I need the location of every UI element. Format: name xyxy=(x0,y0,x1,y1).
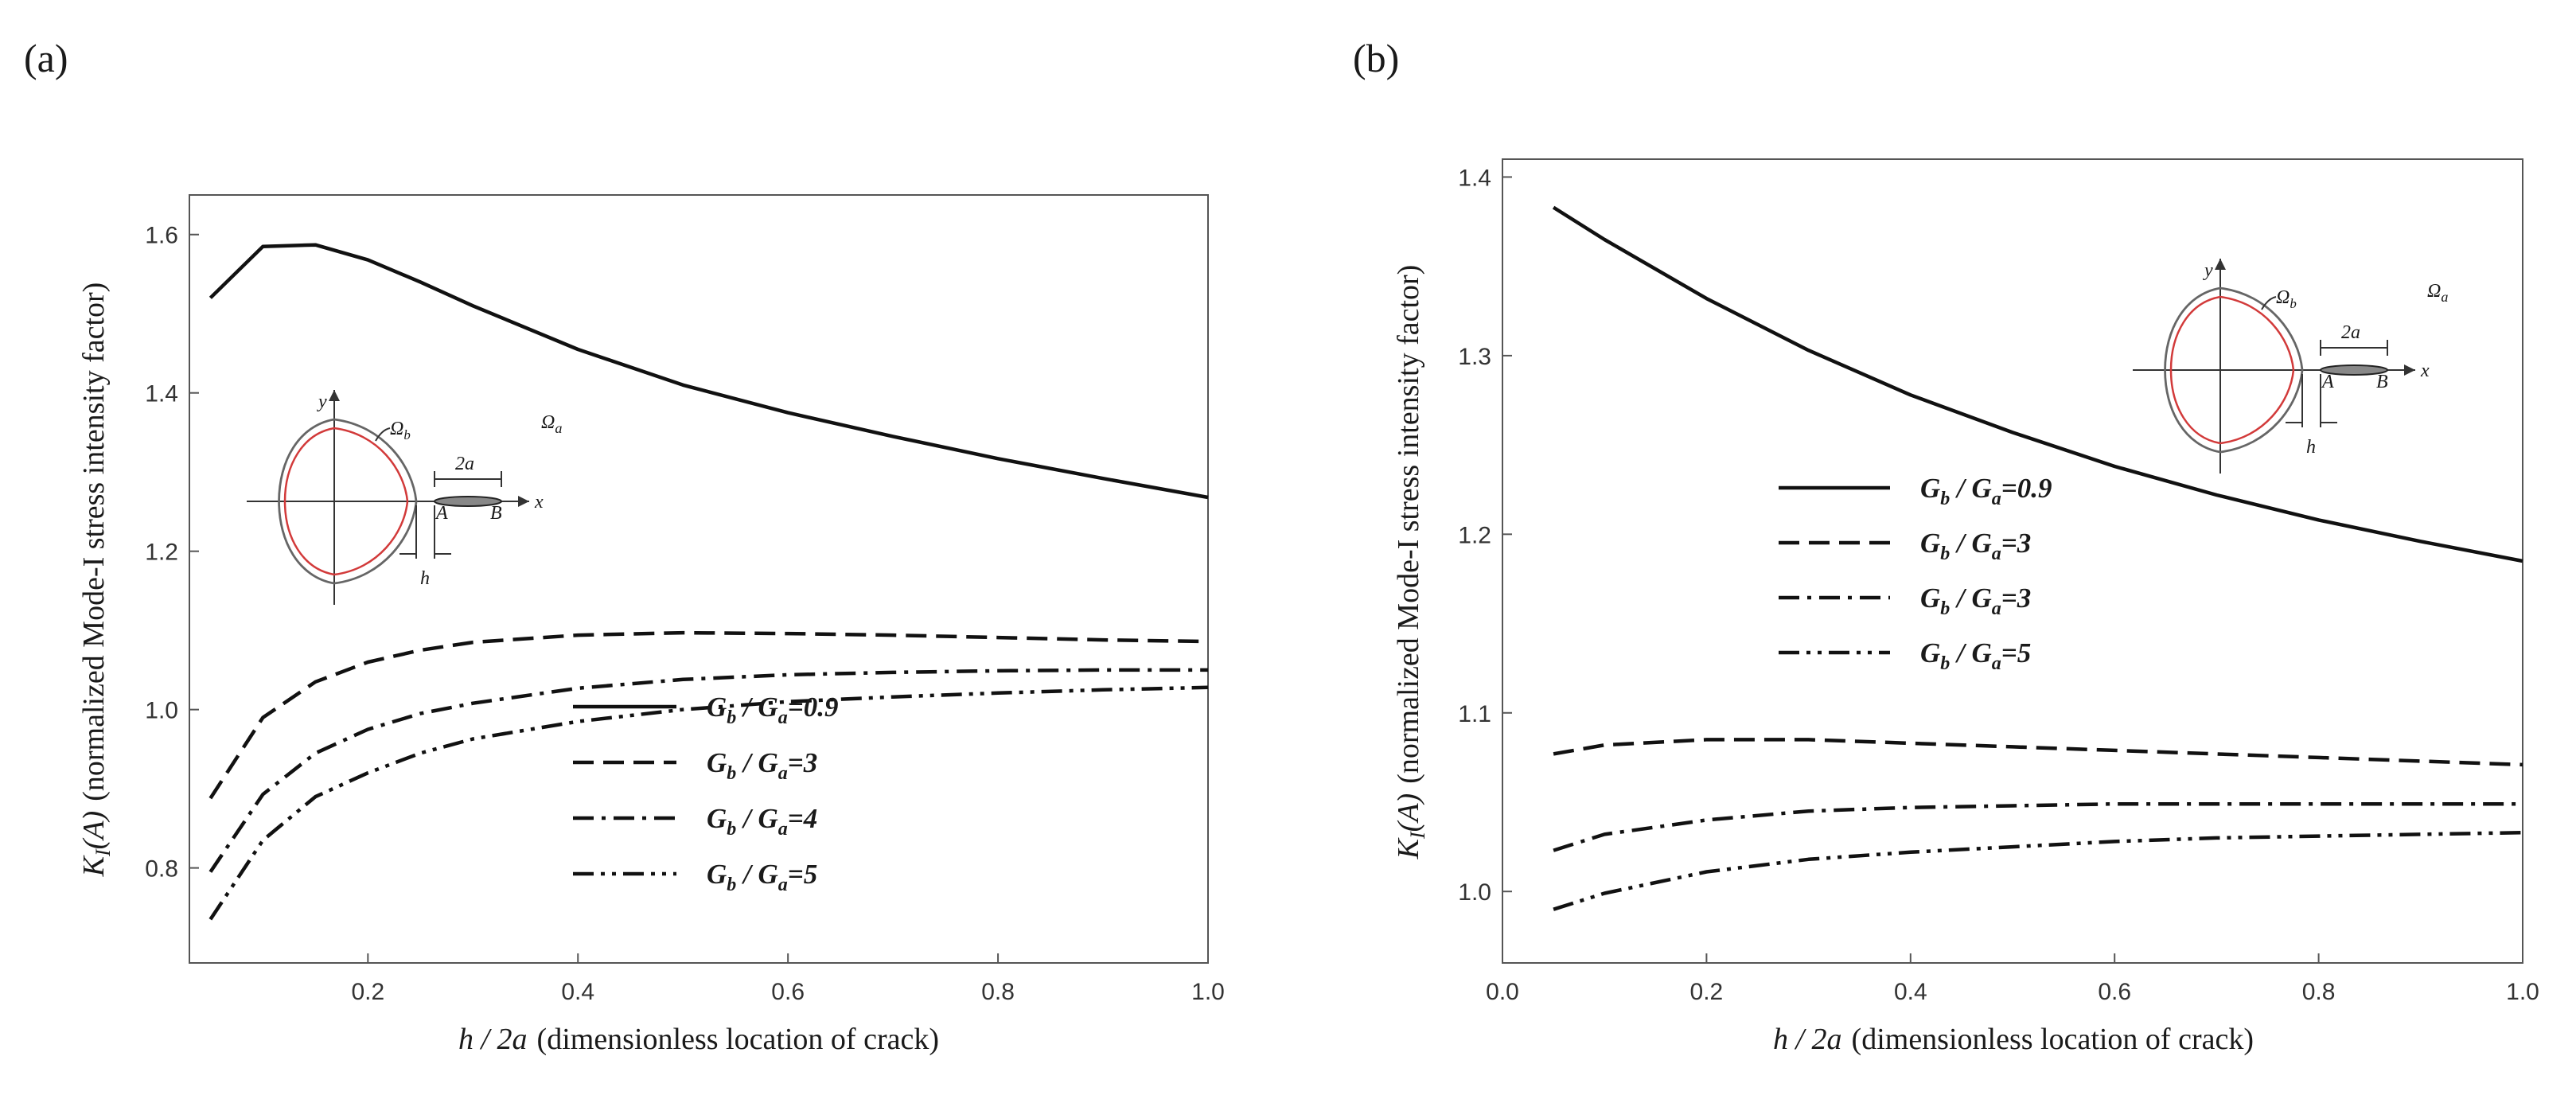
panel-a-xtick-label: 0.8 xyxy=(981,979,1015,1005)
panel-b-xtick-label: 0.8 xyxy=(2302,979,2336,1005)
panel-a-x-axis-title: h / 2a (dimensionless location of crack) xyxy=(458,1023,939,1056)
inset-b-2a-label: 2a xyxy=(2341,322,2360,343)
panel-b-x-axis: 0.0 0.2 0.4 0.6 0.8 1.0 xyxy=(1486,953,2539,1005)
panel-a-legend-label-1: Gb / Ga=0.9 xyxy=(707,692,838,728)
panel-a-ytick-label: 1.2 xyxy=(145,540,178,566)
inset-b-y-arrow xyxy=(2215,259,2226,270)
panel-b-series-line-1 xyxy=(1552,205,2523,563)
panel-b-y-axis-title: KI(A) (normalized Mode-I stress intensity… xyxy=(1392,265,1429,860)
panel-b-xlabel-desc: (dimensionless location of crack) xyxy=(1852,1023,2254,1056)
panel-b-series-line-4 xyxy=(1553,830,2523,911)
panel-b-legend-label-3: Gb / Ga=3 xyxy=(1920,583,2031,619)
panel-b-legend-label-1: Gb / Ga=0.9 xyxy=(1920,473,2052,509)
panel-b-ytick-label: 1.1 xyxy=(1458,701,1491,727)
inset-b-y-label: y xyxy=(2203,260,2213,281)
panel-a-series-line-2 xyxy=(208,630,1209,800)
inset-b-x-arrow xyxy=(2404,364,2415,376)
inset-a-outer-contour xyxy=(278,418,418,585)
panel-a-ytick-label: 1.0 xyxy=(145,698,178,724)
inset-a-region-label: Ωa xyxy=(541,412,562,436)
inset-b-outer-contour xyxy=(2164,286,2304,454)
panel-a-ytick-label: 1.6 xyxy=(145,223,178,249)
panel-b-ytick-label: 1.0 xyxy=(1458,879,1491,906)
inset-b-h-label: h xyxy=(2306,437,2316,458)
panel-a-label: (a) xyxy=(24,36,68,80)
panel-a-series-line-3 xyxy=(208,668,1208,873)
panel-a: (a) 0.2 0.4 0.6 0.8 1.0 0.8 1.0 1.2 1.4 1.6 KI(A… xyxy=(24,36,1225,1056)
inset-b-inner-contour xyxy=(2169,295,2295,445)
panel-b-ylabel-desc: (normalized Mode-I stress intensity fact… xyxy=(1392,265,1425,784)
panel-a-y-axis-title: KI(A) (normalized Mode-I stress intensity… xyxy=(77,283,115,878)
inset-a-x-arrow xyxy=(518,496,529,507)
panel-b-ytick-label: 1.2 xyxy=(1458,522,1491,548)
panel-a-inset-schematic: 2a h x y A B Ωb Ωa xyxy=(247,390,562,605)
inset-a-inclusion-label: Ωb xyxy=(390,419,411,442)
panel-b-inset-schematic: 2a h x y A B Ωb Ωa xyxy=(2133,259,2448,474)
inset-b-x-label: x xyxy=(2420,361,2430,381)
panel-b-x-axis-title: h / 2a (dimensionless location of crack) xyxy=(1773,1023,2254,1056)
panel-a-xtick-label: 0.6 xyxy=(771,979,805,1005)
inset-a-inner-contour xyxy=(283,427,409,576)
panel-a-xtick-label: 0.2 xyxy=(351,979,384,1005)
panel-b: (b) 0.0 0.2 0.4 0.6 0.8 1.0 1.0 1.1 1.2 1.3 1.4 K… xyxy=(1353,36,2539,1056)
panel-b-series-line-3 xyxy=(1553,801,2523,852)
panel-a-ytick-label: 0.8 xyxy=(145,856,178,883)
panel-b-xtick-label: 0.4 xyxy=(1894,979,1927,1005)
panel-a-xtick-label: 1.0 xyxy=(1191,979,1225,1005)
inset-a-x-label: x xyxy=(534,492,544,513)
panel-b-ylabel-sub: I xyxy=(1406,831,1429,840)
inset-a-y-label: y xyxy=(317,392,327,412)
panel-a-ylabel-sub: I xyxy=(92,848,115,857)
panel-b-ylabel-var: K xyxy=(1392,837,1425,859)
panel-b-xlabel-var: h / 2a xyxy=(1773,1023,1842,1056)
panel-a-series-line-4 xyxy=(208,685,1209,921)
panel-a-xlabel-desc: (dimensionless location of crack) xyxy=(537,1023,939,1056)
panel-b-ylabel-arg: (A) xyxy=(1392,793,1425,832)
inset-b-region-label: Ωa xyxy=(2427,281,2448,305)
panel-b-xtick-label: 1.0 xyxy=(2506,979,2539,1005)
panel-a-ytick-label: 1.4 xyxy=(145,381,178,407)
panel-a-legend-label-4: Gb / Ga=5 xyxy=(707,859,817,895)
panel-a-series-line-1 xyxy=(208,243,1209,500)
panel-b-y-axis: 1.0 1.1 1.2 1.3 1.4 xyxy=(1458,165,1512,906)
inset-a-h-label: h xyxy=(420,568,430,589)
panel-b-ytick-label: 1.4 xyxy=(1458,165,1491,191)
inset-b-inclusion-leader xyxy=(2261,296,2277,310)
panel-b-ytick-label: 1.3 xyxy=(1458,344,1491,370)
panel-b-plot-frame xyxy=(1502,158,2523,964)
panel-b-series-line-2 xyxy=(1553,738,2523,767)
inset-a-inclusion-leader xyxy=(375,427,391,442)
panel-b-legend-label-4: Gb / Ga=5 xyxy=(1920,637,2031,674)
panel-a-xlabel-var: h / 2a xyxy=(458,1023,528,1056)
inset-b-tip-b-label: B xyxy=(2376,372,2388,392)
panel-b-series-group xyxy=(1552,205,2523,911)
panel-b-xtick-label: 0.0 xyxy=(1486,979,1519,1005)
panel-a-legend-label-2: Gb / Ga=3 xyxy=(707,747,817,784)
inset-a-2a-label: 2a xyxy=(455,454,474,474)
inset-b-crack xyxy=(2320,364,2388,376)
panel-a-xtick-label: 0.4 xyxy=(561,979,594,1005)
inset-a-y-arrow xyxy=(329,390,340,401)
panel-a-legend: Gb / Ga=0.9 Gb / Ga=3 Gb / Ga=4 Gb / Ga=5 xyxy=(573,692,838,895)
inset-a-tip-a-label: A xyxy=(435,503,448,524)
inset-a-crack xyxy=(434,496,502,507)
panel-a-x-axis: 0.2 0.4 0.6 0.8 1.0 xyxy=(351,953,1225,1005)
panel-a-series-group xyxy=(208,243,1209,921)
inset-b-inclusion-label: Ωb xyxy=(2276,287,2297,311)
panel-b-legend-label-2: Gb / Ga=3 xyxy=(1920,528,2031,564)
panel-b-label: (b) xyxy=(1353,36,1399,80)
panel-a-legend-label-3: Gb / Ga=4 xyxy=(707,803,817,840)
panel-a-ylabel-arg: (A) xyxy=(77,811,111,850)
panel-a-ylabel-desc: (normalized Mode-I stress intensity fact… xyxy=(77,283,111,801)
panel-b-xtick-label: 0.2 xyxy=(1690,979,1724,1005)
panel-b-xtick-label: 0.6 xyxy=(2098,979,2131,1005)
inset-a-tip-b-label: B xyxy=(490,503,502,524)
inset-b-tip-a-label: A xyxy=(2321,372,2334,392)
panel-a-y-axis: 0.8 1.0 1.2 1.4 1.6 xyxy=(145,223,199,883)
panel-a-ylabel-var: K xyxy=(77,855,111,877)
panel-a-plot-frame xyxy=(189,194,1209,964)
panel-b-legend: Gb / Ga=0.9 Gb / Ga=3 Gb / Ga=3 Gb / Ga=5 xyxy=(1779,473,2052,674)
